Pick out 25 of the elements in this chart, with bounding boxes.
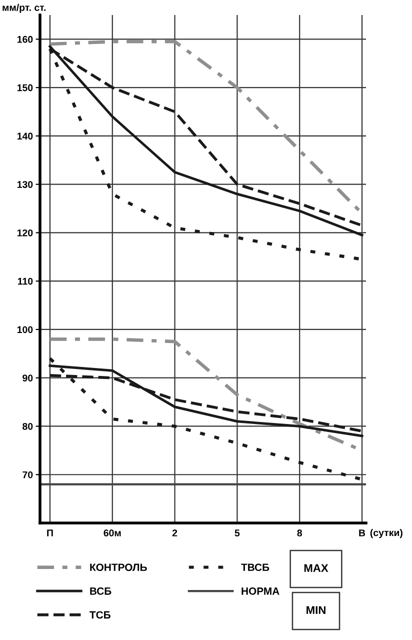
y-tick-label: 110 — [18, 278, 33, 285]
y-tick-label: 130 — [17, 181, 33, 188]
y-tick-label: 150 — [17, 84, 33, 92]
y-tick-label: 140 — [17, 132, 33, 140]
x-tick-label: В — [359, 530, 366, 536]
y-tick-label: 120 — [17, 229, 33, 236]
legend-label: НОРМА — [242, 587, 280, 595]
y-tick-label: 100 — [17, 326, 33, 334]
y-tick-label: 80 — [22, 422, 33, 430]
legend-label: КОНТРОЛЬ — [90, 564, 147, 572]
legend-label: ТСБ — [90, 611, 110, 619]
legend-label: ВСБ — [90, 587, 112, 595]
y-tick-label: 160 — [17, 36, 33, 43]
text: MAX — [304, 564, 328, 572]
x-tick-label: 8 — [297, 530, 302, 536]
x-axis-title: (сутки) — [370, 529, 402, 538]
x-tick-label: 5 — [234, 530, 240, 536]
y-tick-label: 70 — [22, 471, 33, 478]
y-axis-title: мм/рт. ст. — [2, 4, 46, 13]
y-tick-label: 90 — [22, 374, 33, 382]
x-tick-label: П — [47, 530, 53, 536]
text: MIN — [306, 606, 326, 614]
x-tick-label: 2 — [172, 530, 178, 536]
x-tick-label: 60м — [104, 530, 121, 536]
legend-label: ТВСБ — [241, 564, 270, 572]
